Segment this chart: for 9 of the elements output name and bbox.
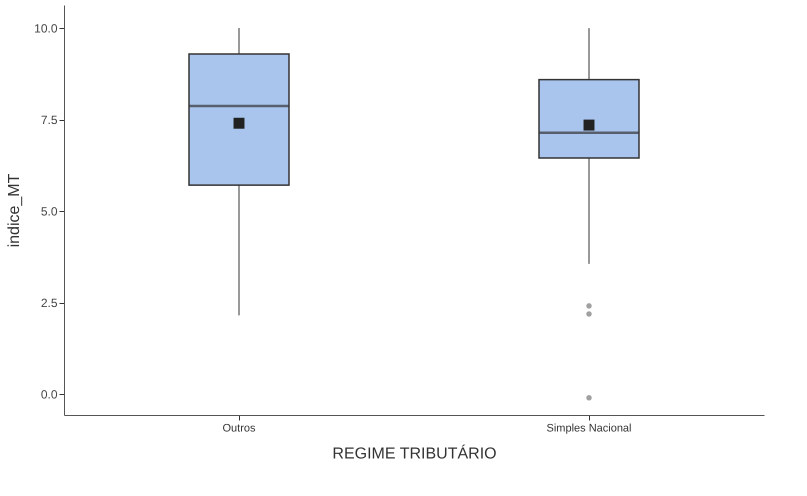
x-axis-title: REGIME TRIBUTÁRIO — [332, 444, 497, 462]
x-tick-label: Outros — [222, 422, 256, 434]
y-tick-label: 0.0 — [40, 388, 58, 402]
y-tick-label: 5.0 — [40, 204, 58, 219]
x-tick-label: Simples Nacional — [546, 422, 632, 434]
y-tick-label: 10.0 — [34, 22, 58, 36]
y-tick-label: 2.5 — [40, 296, 58, 310]
y-axis-title: indice_MT — [6, 173, 24, 248]
y-tick-label: 7.5 — [40, 113, 58, 128]
